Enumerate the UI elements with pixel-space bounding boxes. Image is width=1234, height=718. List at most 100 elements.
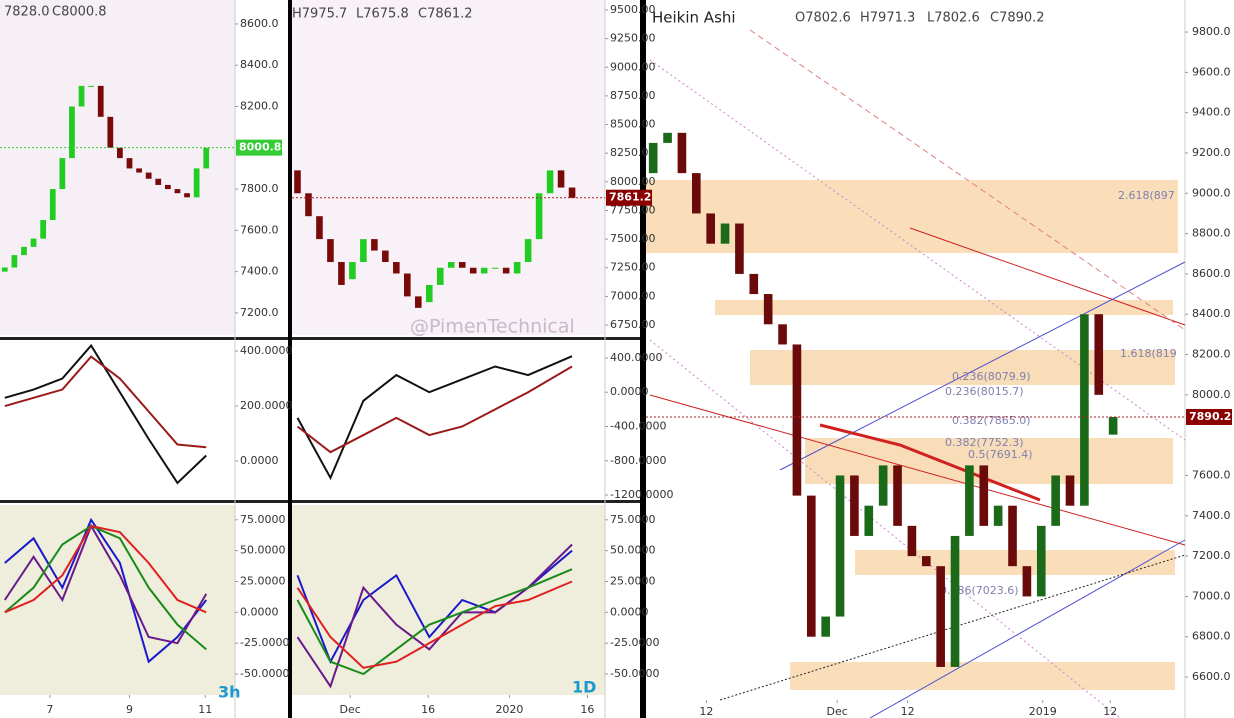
y-tick-label: 7400.0 bbox=[240, 265, 279, 278]
candle bbox=[371, 239, 378, 251]
candle bbox=[78, 85, 85, 107]
y-tick-label: 0.0000 bbox=[610, 385, 649, 398]
candle bbox=[425, 284, 433, 303]
y-tick-label: 8600.0 bbox=[1192, 267, 1231, 280]
line bbox=[296, 580, 573, 669]
candle bbox=[480, 267, 488, 274]
line bbox=[4, 524, 207, 614]
candle bbox=[648, 142, 658, 174]
candle bbox=[393, 262, 400, 274]
line bbox=[4, 355, 207, 449]
candle bbox=[458, 262, 466, 268]
y-tick-label: 50.0000 bbox=[240, 544, 286, 557]
candle bbox=[1022, 566, 1032, 597]
x-tick-label: 12 bbox=[699, 705, 713, 718]
candle bbox=[1, 267, 8, 272]
y-tick-label: 25.0000 bbox=[610, 574, 656, 587]
candle bbox=[316, 216, 323, 240]
candle bbox=[338, 262, 345, 285]
line bbox=[4, 343, 207, 485]
y-tick-label: 0.0000 bbox=[610, 605, 649, 618]
y-tick-label: 8600.0 bbox=[240, 17, 279, 30]
y-tick-label: -50.0000 bbox=[610, 667, 659, 680]
y-tick-label: 8400.0 bbox=[1192, 307, 1231, 320]
candle bbox=[691, 173, 701, 214]
y-tick-label: 8200.0 bbox=[240, 100, 279, 113]
candle bbox=[360, 239, 367, 263]
candle bbox=[97, 85, 104, 117]
candle bbox=[49, 189, 56, 221]
candle bbox=[568, 187, 576, 198]
candle bbox=[145, 172, 152, 179]
candle bbox=[193, 168, 200, 198]
y-tick-label: -25.0000 bbox=[240, 636, 289, 649]
price-tag: 7861.2 bbox=[609, 191, 651, 204]
header: H7971.3 bbox=[860, 11, 915, 26]
price-tag-box bbox=[236, 139, 282, 156]
candle bbox=[806, 495, 816, 637]
y-tick-label: 400.0000 bbox=[240, 344, 293, 357]
y-tick-label: 400.0000 bbox=[610, 351, 663, 364]
fib-label: 0.236(8079.9) bbox=[952, 370, 1031, 383]
x-tick-label: 2019 bbox=[1029, 705, 1057, 718]
y-tick-label: 7600.0 bbox=[240, 223, 279, 236]
y-tick-label: 75.0000 bbox=[610, 513, 656, 526]
x-tick-label: 12 bbox=[901, 705, 915, 718]
candle bbox=[415, 296, 422, 308]
y-tick-label: 7000.0 bbox=[1192, 589, 1231, 602]
y-tick-label: 75.0000 bbox=[240, 513, 286, 526]
price-tag: 7890.2 bbox=[1189, 410, 1231, 423]
y-tick-label: 0.0000 bbox=[240, 454, 279, 467]
fib-label: 0.382(7752.3) bbox=[945, 436, 1024, 449]
header: L7675.8 bbox=[356, 7, 409, 22]
x-tick-label: Dec bbox=[827, 705, 848, 718]
candle bbox=[436, 267, 444, 285]
y-tick-label: 8800.0 bbox=[1192, 227, 1231, 240]
fib-label: 0.236(8015.7) bbox=[945, 385, 1024, 398]
x-tick-label: 2020 bbox=[495, 703, 523, 716]
candle bbox=[535, 193, 543, 240]
y-tick-label: -50.0000 bbox=[240, 667, 289, 680]
line bbox=[296, 568, 573, 676]
candle bbox=[1008, 505, 1017, 567]
y-tick-label: 7500.00 bbox=[610, 232, 656, 245]
y-tick-label: 9400.0 bbox=[1192, 106, 1231, 119]
candle bbox=[950, 535, 960, 667]
candle bbox=[126, 158, 133, 169]
y-tick-label: -25.0000 bbox=[610, 636, 659, 649]
y-tick-label: 25.0000 bbox=[240, 574, 286, 587]
y-tick-label: 8400.0 bbox=[240, 58, 279, 71]
fib-label: 0.382(7865.0) bbox=[952, 414, 1031, 427]
y-tick-label: 7600.0 bbox=[1192, 468, 1231, 481]
candle bbox=[305, 193, 312, 217]
candle bbox=[1065, 475, 1075, 506]
candle bbox=[850, 475, 859, 536]
header: 7828.0 bbox=[4, 5, 50, 20]
candle bbox=[447, 262, 455, 268]
candle bbox=[59, 158, 66, 190]
y-tick-label: -800.0000 bbox=[610, 454, 666, 467]
header: L7802.6 bbox=[927, 11, 980, 26]
candle bbox=[40, 220, 47, 239]
candle bbox=[327, 239, 334, 263]
fib-label: 0.786(7023.6) bbox=[940, 584, 1019, 597]
candle bbox=[136, 168, 142, 173]
candle bbox=[88, 85, 94, 87]
candle bbox=[821, 616, 830, 637]
candle bbox=[878, 465, 888, 506]
candle bbox=[1094, 314, 1104, 395]
candle bbox=[993, 505, 1003, 526]
candle bbox=[294, 170, 301, 194]
candle bbox=[792, 344, 802, 496]
x-tick-label: Dec bbox=[340, 703, 361, 716]
candle bbox=[30, 238, 37, 247]
candle bbox=[502, 267, 510, 274]
candle bbox=[382, 250, 389, 263]
y-tick-label: 6600.0 bbox=[1192, 670, 1231, 683]
y-tick-label: 9500.00 bbox=[610, 3, 656, 16]
price-tag-box bbox=[606, 189, 652, 206]
candle bbox=[907, 525, 917, 557]
candle bbox=[349, 262, 356, 280]
price-tag-box bbox=[1186, 408, 1232, 425]
y-tick-label: 7200.0 bbox=[1192, 549, 1231, 562]
